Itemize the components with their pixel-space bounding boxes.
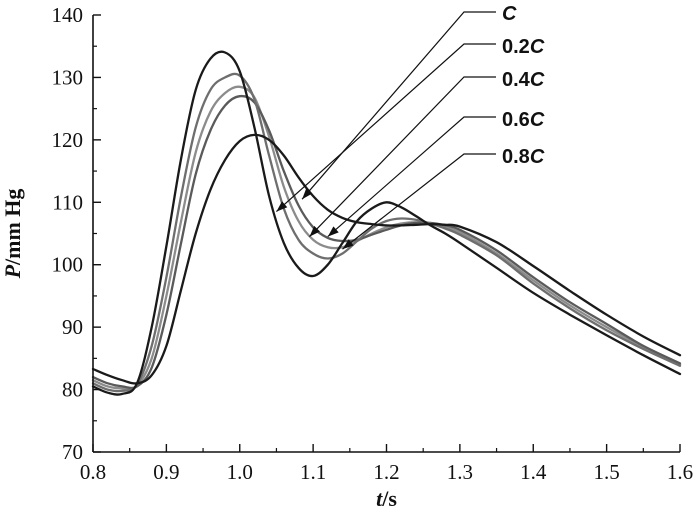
y-tick-label: 130 — [52, 65, 84, 89]
series-label: 0.4C — [502, 69, 545, 91]
annotation-layer: C0.2C0.4C0.6C0.8C — [276, 3, 545, 250]
x-tick-label: 1.3 — [447, 460, 473, 484]
x-tick-label: 1.6 — [667, 460, 693, 484]
leader-arrowhead — [302, 188, 313, 200]
series-label: C — [502, 3, 517, 25]
x-axis-title-var: t — [376, 486, 383, 511]
series-label: 0.2C — [502, 36, 545, 58]
y-tick-label: 80 — [62, 378, 83, 402]
series-label-var: C — [530, 69, 545, 91]
series-label-prefix: 0.4 — [502, 69, 531, 91]
leader-arrowhead — [342, 239, 354, 250]
series-line-0-2c — [91, 72, 682, 393]
y-tick-label: 120 — [52, 128, 84, 152]
y-tick-label: 100 — [52, 253, 84, 277]
series-layer — [91, 50, 682, 396]
leader-line — [309, 76, 496, 238]
series-label-var: C — [530, 36, 545, 58]
leader-line — [301, 11, 496, 200]
series-label-prefix: 0.8 — [502, 146, 530, 168]
y-tick-label: 140 — [52, 3, 84, 27]
x-tick-label: 0.9 — [153, 460, 179, 484]
leader-arrowhead — [309, 225, 320, 237]
leader-arrowhead — [276, 201, 288, 212]
series-label-prefix: 0.2 — [502, 36, 530, 58]
series-line-c — [91, 50, 682, 396]
leader-line — [327, 116, 496, 238]
series-label-var: C — [502, 3, 517, 25]
x-tick-label: 1.1 — [300, 460, 326, 484]
leader-arrowhead — [327, 226, 339, 237]
y-tick-label: 90 — [62, 315, 83, 339]
leader-line — [342, 153, 496, 250]
series-label: 0.6C — [502, 109, 545, 131]
axes: 0.8 0.9 1.0 1.1 1.2 1.3 1.4 1.5 1.6 70 80 90 100 110 1… — [0, 3, 693, 511]
x-tick-label: 1.2 — [373, 460, 399, 484]
x-axis-title-unit: /s — [381, 486, 397, 511]
y-axis-title: P/mm Hg — [0, 189, 25, 280]
leader-line — [276, 43, 496, 213]
x-tick-label: 1.4 — [520, 460, 547, 484]
x-tick-label: 1.5 — [594, 460, 620, 484]
series-line-0-4c — [91, 85, 682, 391]
y-tick-label: 110 — [52, 190, 83, 214]
x-tick-label: 1.0 — [227, 460, 253, 484]
series-line-0-8c — [91, 133, 682, 385]
series-label-prefix: 0.6 — [502, 109, 530, 131]
series-line-0-6c — [91, 94, 682, 390]
series-label-var: C — [530, 146, 545, 168]
y-axis-title-var: P — [0, 264, 25, 279]
series-label-var: C — [530, 109, 545, 131]
x-axis-title: t/s — [376, 486, 397, 511]
y-axis-title-unit: /mm Hg — [0, 189, 25, 266]
series-label: 0.8C — [502, 146, 545, 168]
y-tick-label: 70 — [62, 440, 83, 464]
x-tick-label: 0.8 — [80, 460, 106, 484]
